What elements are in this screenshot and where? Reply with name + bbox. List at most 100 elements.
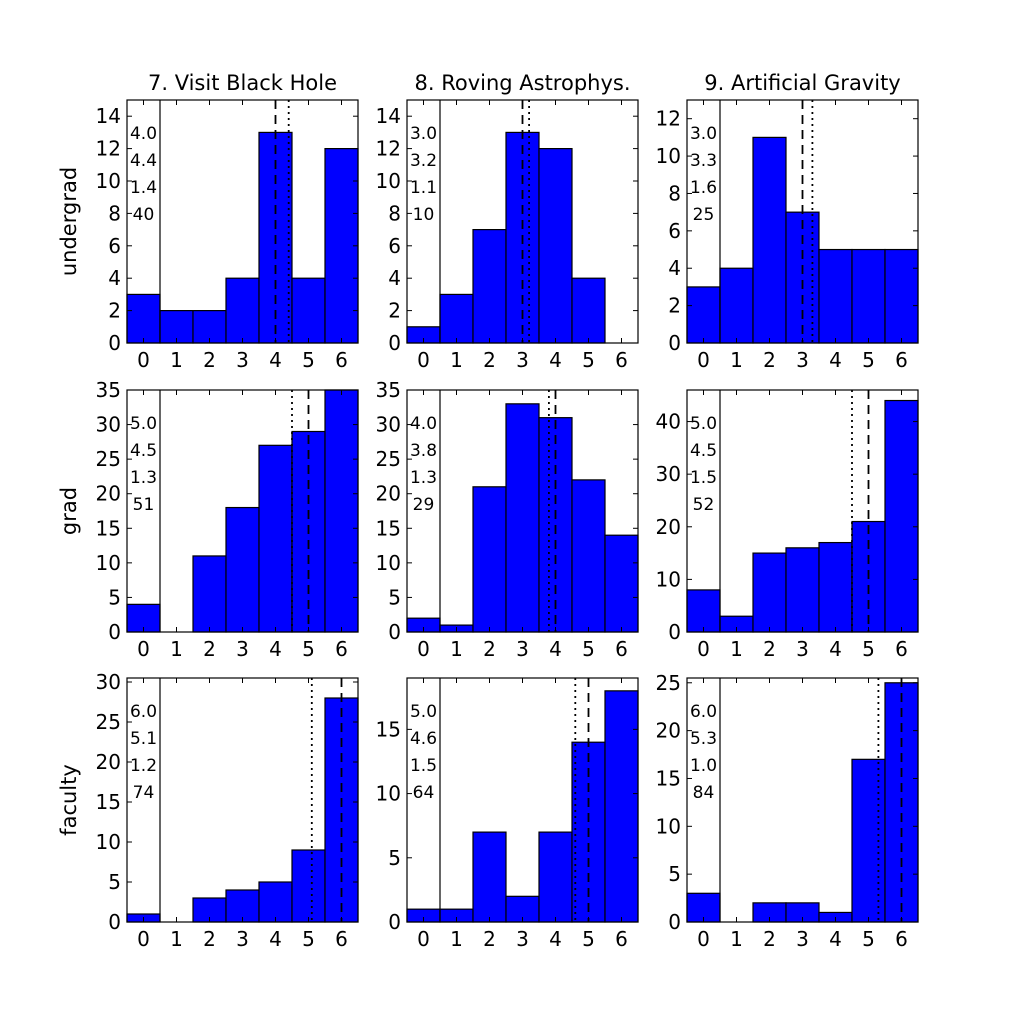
stat-label: 1.5: [690, 468, 717, 488]
stat-label: 1.5: [410, 756, 437, 776]
y-tick-label: 0: [108, 331, 121, 355]
y-tick-label: 4: [108, 266, 121, 290]
stat-label: 1.4: [130, 178, 157, 198]
bar-2: [192, 555, 227, 633]
bar-2: [472, 831, 507, 923]
bar-3: [505, 403, 540, 633]
x-tick-label: 4: [829, 637, 842, 661]
y-tick-label: 8: [108, 201, 121, 225]
y-tick-label: 15: [96, 516, 121, 540]
bar-5: [851, 758, 886, 923]
x-tick-label: 6: [895, 927, 908, 951]
x-tick-label: 0: [137, 927, 150, 951]
bar-4: [538, 148, 573, 344]
x-tick-label: 3: [236, 927, 249, 951]
x-tick-label: 3: [516, 927, 529, 951]
y-tick-label: 10: [96, 830, 121, 854]
y-tick-label: 10: [656, 814, 681, 838]
y-tick-label: 40: [656, 410, 681, 434]
y-tick-label: 0: [108, 910, 121, 934]
bar-4: [538, 831, 573, 923]
stat-label: 3.3: [690, 151, 717, 171]
stat-label: 6.0: [690, 702, 717, 722]
y-tick-label: 20: [376, 482, 401, 506]
y-tick-label: 35: [376, 378, 401, 402]
y-tick-label: 10: [96, 551, 121, 575]
x-tick-label: 0: [417, 348, 430, 372]
stat-label: 64: [413, 783, 435, 803]
stat-label: 3.0: [690, 124, 717, 144]
stat-label: 3.0: [410, 124, 437, 144]
bar-3: [785, 211, 820, 344]
x-tick-label: 1: [450, 348, 463, 372]
row-label-undergrad: undergrad: [57, 167, 81, 276]
y-tick-label: 30: [96, 670, 121, 694]
x-tick-label: 3: [796, 637, 809, 661]
x-tick-label: 6: [895, 637, 908, 661]
bar-5: [291, 277, 326, 344]
y-tick-label: 6: [668, 219, 681, 243]
x-tick-label: 2: [483, 637, 496, 661]
bar-5: [291, 849, 326, 923]
stat-label: 1.3: [130, 468, 157, 488]
x-tick-label: 0: [697, 348, 710, 372]
x-tick-label: 5: [582, 637, 595, 661]
x-tick-label: 1: [170, 348, 183, 372]
bar-3: [225, 506, 260, 633]
y-tick-label: 25: [96, 447, 121, 471]
y-tick-label: 10: [376, 551, 401, 575]
x-tick-label: 0: [417, 927, 430, 951]
x-tick-label: 5: [582, 927, 595, 951]
y-tick-label: 0: [388, 620, 401, 644]
x-tick-label: 3: [236, 348, 249, 372]
column-title-1: 7. Visit Black Hole: [148, 71, 337, 95]
y-tick-label: 5: [388, 585, 401, 609]
row-label-faculty: faculty: [57, 764, 81, 836]
x-tick-label: 4: [829, 927, 842, 951]
stat-label: 52: [693, 495, 715, 515]
x-tick-label: 0: [697, 927, 710, 951]
x-tick-label: 6: [895, 348, 908, 372]
x-tick-label: 1: [730, 348, 743, 372]
y-tick-label: 15: [376, 717, 401, 741]
stat-label: 1.3: [410, 468, 437, 488]
stat-label: 4.0: [410, 414, 437, 434]
y-tick-label: 30: [656, 462, 681, 486]
y-tick-label: 6: [108, 234, 121, 258]
x-tick-label: 1: [730, 637, 743, 661]
stat-label: 51: [133, 495, 155, 515]
bar-4: [258, 444, 293, 633]
x-tick-label: 4: [269, 637, 282, 661]
bar-4: [818, 541, 853, 633]
bar-2: [472, 229, 507, 344]
y-tick-label: 20: [96, 750, 121, 774]
y-tick-label: 5: [668, 862, 681, 886]
x-tick-label: 1: [450, 927, 463, 951]
x-tick-label: 5: [862, 637, 875, 661]
y-tick-label: 25: [376, 447, 401, 471]
y-tick-label: 8: [388, 201, 401, 225]
y-tick-label: 30: [96, 413, 121, 437]
y-tick-label: 20: [96, 482, 121, 506]
x-tick-label: 2: [483, 348, 496, 372]
x-tick-label: 2: [763, 348, 776, 372]
x-tick-label: 2: [203, 927, 216, 951]
bar-4: [818, 248, 853, 344]
bar-4: [258, 881, 293, 923]
stat-label: 6.0: [130, 702, 157, 722]
x-tick-label: 3: [796, 348, 809, 372]
column-title-3: 9. Artificial Gravity: [704, 71, 900, 95]
y-tick-label: 12: [96, 137, 121, 161]
y-tick-label: 15: [96, 790, 121, 814]
y-tick-label: 12: [376, 137, 401, 161]
stat-label: 5.0: [410, 702, 437, 722]
stat-label: 1.1: [410, 178, 437, 198]
y-tick-label: 0: [388, 910, 401, 934]
stat-label: 4.5: [130, 441, 157, 461]
x-tick-label: 6: [335, 927, 348, 951]
y-tick-label: 0: [108, 620, 121, 644]
